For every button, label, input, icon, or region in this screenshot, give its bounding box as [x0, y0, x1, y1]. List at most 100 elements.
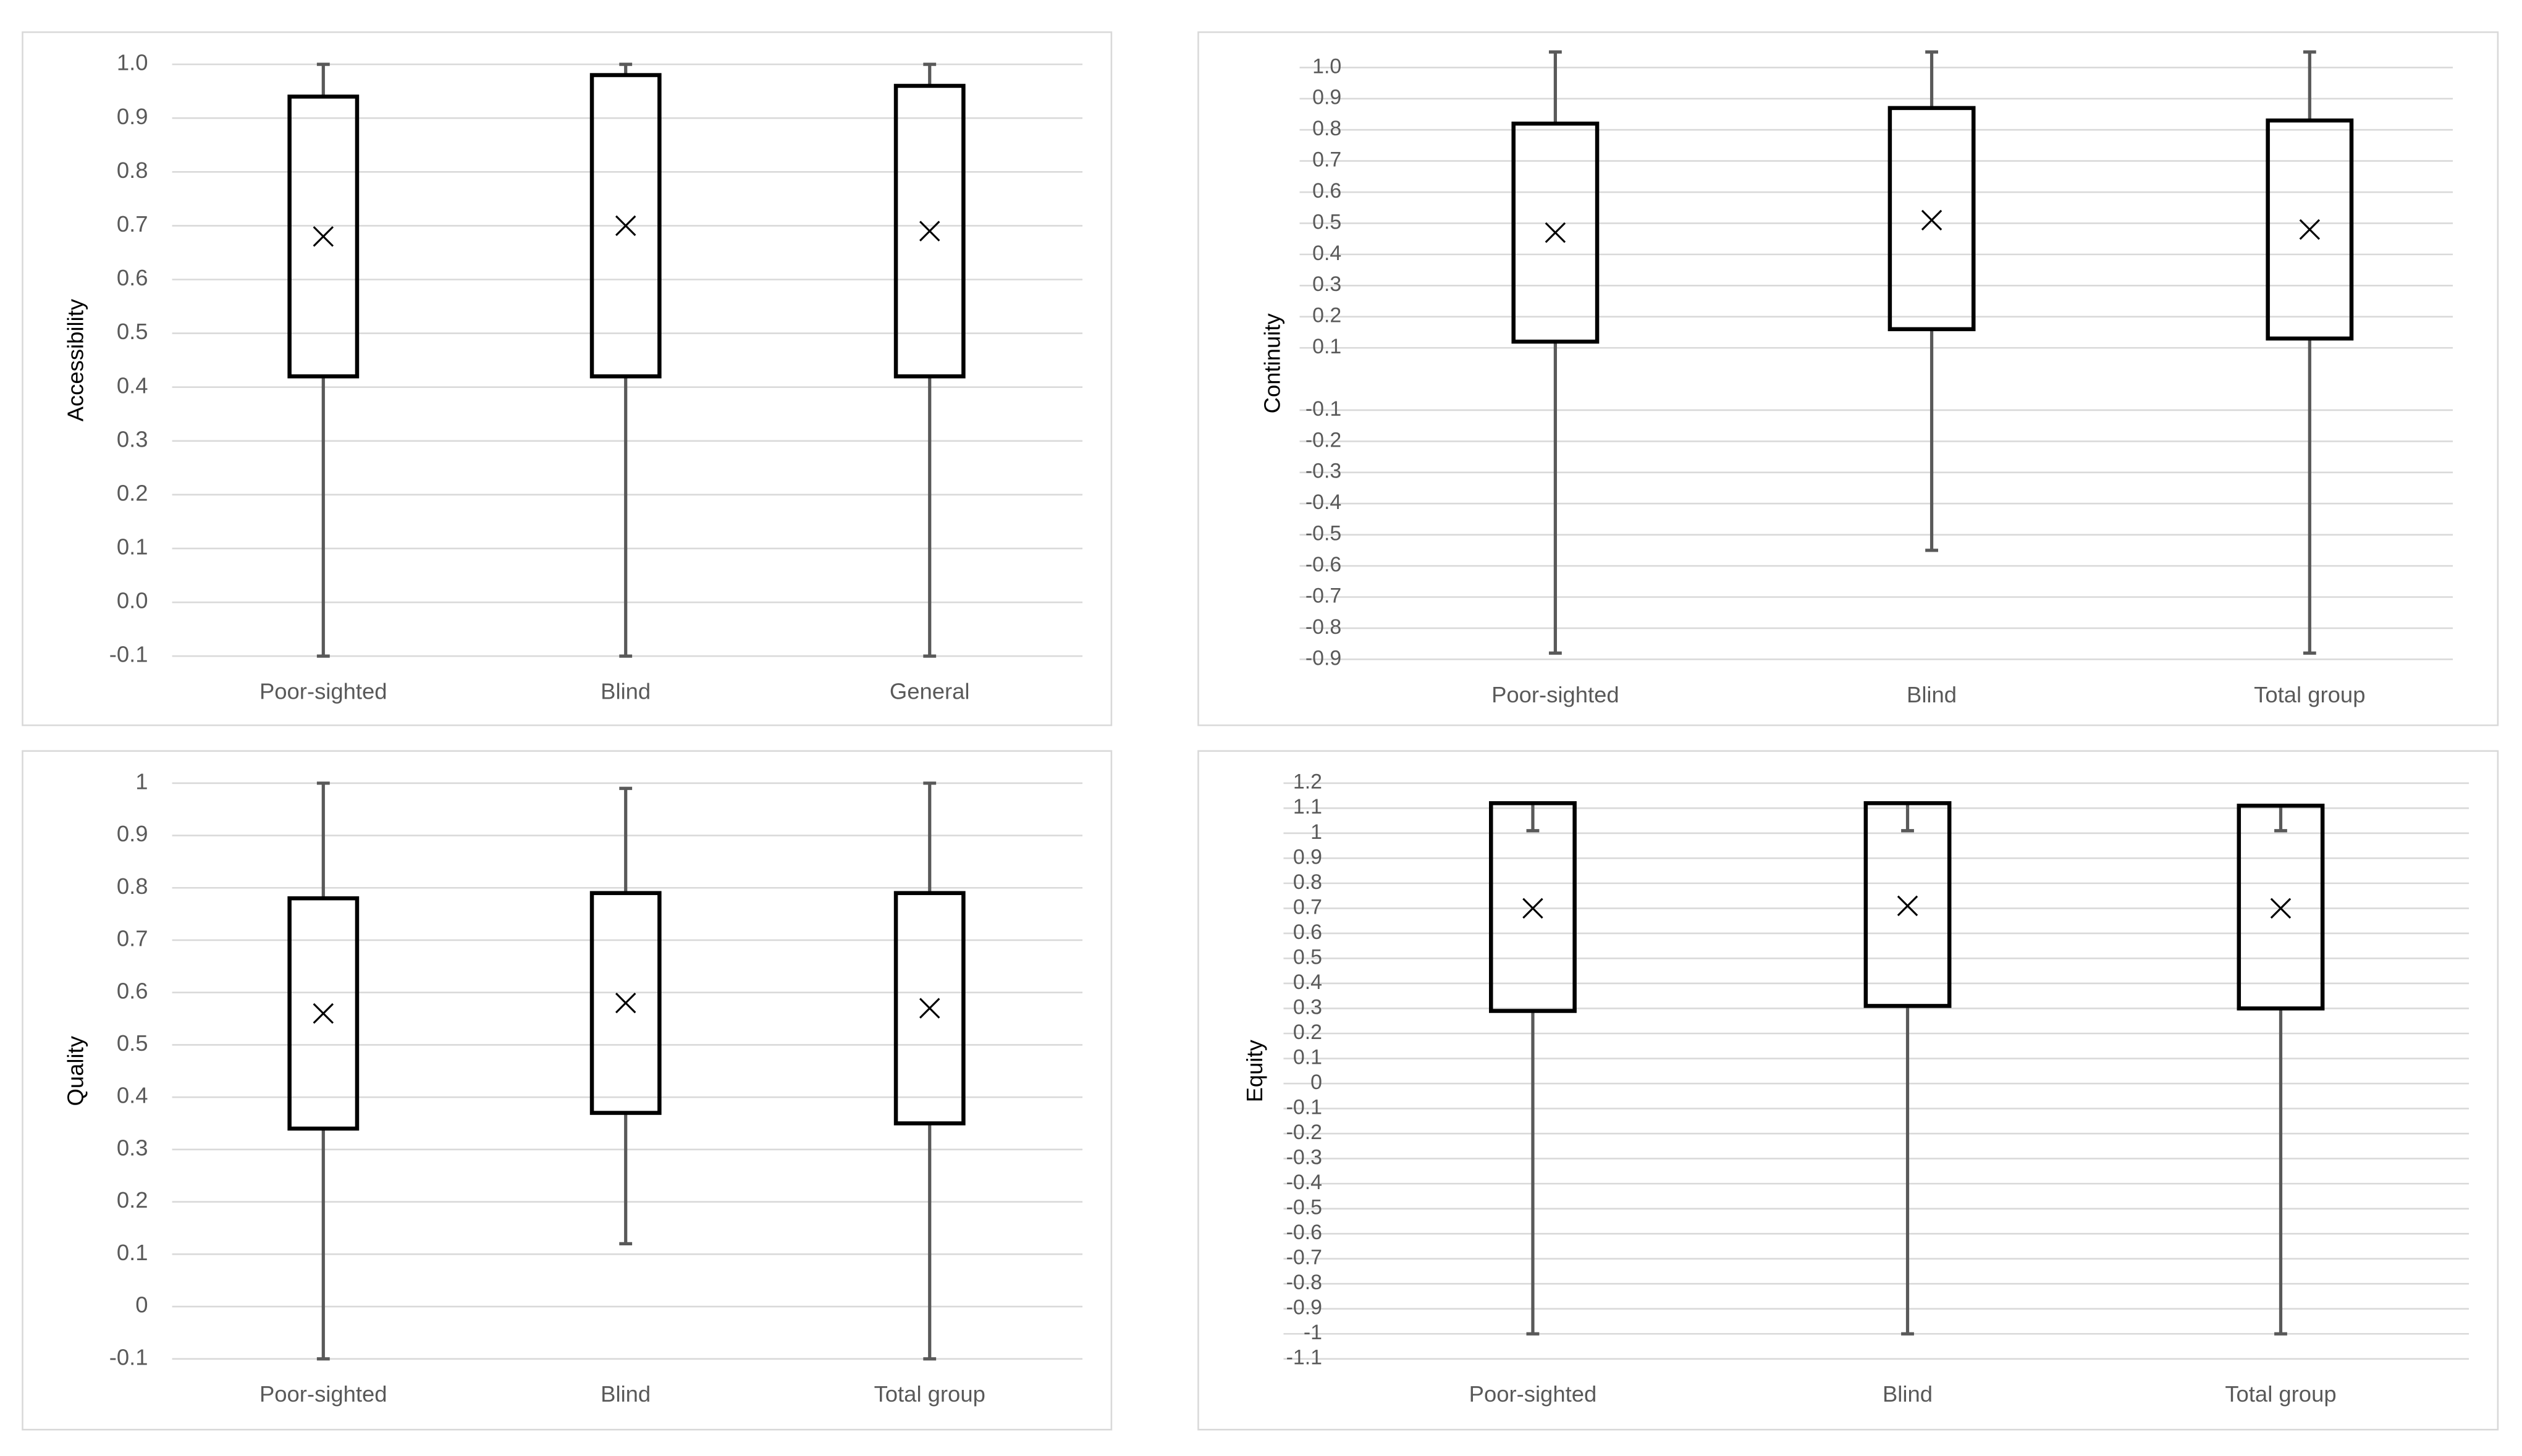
mean-marker: [615, 215, 636, 237]
y-tick-label: -0.6: [1286, 1221, 1322, 1244]
y-tick-label: 1.2: [1293, 770, 1322, 794]
y-axis-label: Quality: [63, 1035, 88, 1106]
y-tick-label: -0.9: [1286, 1296, 1322, 1319]
y-tick-label: -0.3: [1286, 1146, 1322, 1169]
y-tick-label: 0.4: [1312, 242, 1341, 265]
mean-marker: [313, 226, 334, 247]
y-tick-label: -0.4: [1286, 1171, 1322, 1194]
y-tick-label: 0.1: [1293, 1045, 1322, 1069]
y-tick-label: 0.9: [117, 104, 148, 129]
y-tick-label: 0.4: [117, 1083, 148, 1108]
panel: [1197, 31, 2499, 726]
y-tick-label: 0.3: [1293, 995, 1322, 1019]
y-tick-label: 0.1: [1312, 335, 1341, 358]
box: [893, 83, 966, 379]
x-tick-label: Blind: [1883, 1381, 1933, 1407]
y-tick-label: -0.5: [1286, 1196, 1322, 1219]
y-tick-label: 0.7: [117, 926, 148, 951]
y-tick-label: 0.5: [117, 319, 148, 344]
box: [287, 896, 360, 1131]
y-tick-label: -0.8: [1305, 615, 1341, 639]
y-tick-label: -0.4: [1305, 490, 1341, 514]
mean-marker: [615, 992, 636, 1014]
x-tick-label: Poor-sighted: [259, 1381, 387, 1407]
x-tick-label: Poor-sighted: [259, 679, 387, 704]
x-tick-label: Total group: [2225, 1381, 2336, 1407]
mean-marker: [2299, 219, 2321, 240]
y-tick-label: 0.8: [117, 158, 148, 183]
y-tick-label: 1.1: [1293, 795, 1322, 818]
y-tick-label: -0.9: [1305, 646, 1341, 670]
mean-marker: [919, 998, 940, 1019]
y-tick-label: 0.4: [1293, 970, 1322, 994]
x-tick-label: Blind: [1907, 682, 1957, 707]
y-tick-label: 0.9: [117, 821, 148, 846]
y-axis-label: Accessibility: [63, 298, 88, 421]
y-tick-label: -0.2: [1305, 428, 1341, 452]
y-tick-label: -0.1: [1305, 397, 1341, 421]
mean-marker: [1921, 209, 1942, 231]
mean-marker: [1545, 222, 1566, 243]
x-tick-label: Poor-sighted: [1491, 682, 1619, 707]
y-tick-label: -0.7: [1286, 1246, 1322, 1269]
y-tick-label: 0.3: [1312, 272, 1341, 296]
panel: [22, 750, 1113, 1431]
y-tick-label: -0.3: [1305, 460, 1341, 483]
box: [1489, 801, 1577, 1013]
y-tick-label: 0.3: [117, 426, 148, 452]
y-tick-label: 0.6: [117, 265, 148, 290]
x-tick-label: Poor-sighted: [1469, 1381, 1597, 1407]
x-tick-label: General: [890, 679, 970, 704]
box: [2266, 118, 2354, 341]
y-tick-label: 0.1: [117, 534, 148, 560]
panel: [22, 31, 1113, 726]
mean-marker: [1522, 898, 1543, 919]
y-tick-label: 0.8: [1312, 117, 1341, 140]
y-tick-label: 0.7: [1312, 148, 1341, 172]
panel: [1197, 750, 2499, 1431]
y-tick-label: 1.0: [117, 50, 148, 75]
y-tick-label: -0.6: [1305, 553, 1341, 576]
y-tick-label: 0.5: [1293, 945, 1322, 969]
x-tick-label: Total group: [874, 1381, 985, 1407]
y-tick-label: -0.7: [1305, 584, 1341, 607]
y-tick-label: 0.1: [117, 1240, 148, 1265]
box: [589, 73, 662, 379]
box: [1887, 106, 1976, 332]
mean-marker: [313, 1003, 334, 1024]
y-tick-label: -0.1: [1286, 1095, 1322, 1119]
box: [1863, 801, 1952, 1008]
y-axis-label: Equity: [1242, 1039, 1267, 1102]
y-tick-label: 0.5: [117, 1030, 148, 1056]
x-tick-label: Total group: [2254, 682, 2365, 707]
y-tick-label: 1: [1310, 820, 1322, 844]
y-tick-label: -0.1: [109, 642, 148, 667]
y-tick-label: 0.8: [117, 873, 148, 899]
y-tick-label: -0.8: [1286, 1271, 1322, 1294]
y-tick-label: 0.2: [117, 480, 148, 505]
y-tick-label: 0.6: [117, 978, 148, 1003]
y-tick-label: 1.0: [1312, 54, 1341, 78]
y-tick-label: -0.1: [109, 1344, 148, 1370]
box: [1511, 121, 1600, 344]
mean-marker: [2270, 898, 2292, 919]
y-tick-label: -0.2: [1286, 1121, 1322, 1144]
y-tick-label: 0.3: [117, 1135, 148, 1160]
y-tick-label: 0.6: [1293, 920, 1322, 944]
y-axis-label: Continuity: [1259, 313, 1284, 414]
mean-marker: [1897, 895, 1918, 917]
mean-marker: [919, 221, 940, 242]
y-tick-label: -1: [1304, 1321, 1322, 1344]
y-tick-label: 1: [135, 768, 148, 794]
y-tick-label: 0.0: [117, 588, 148, 613]
box: [589, 891, 662, 1115]
y-tick-label: 0.7: [1293, 895, 1322, 919]
box: [893, 891, 966, 1126]
y-tick-label: 0.2: [1293, 1020, 1322, 1044]
box: [2237, 804, 2325, 1011]
y-tick-label: 0.2: [117, 1187, 148, 1213]
y-tick-label: 0.2: [1312, 304, 1341, 327]
y-tick-label: 0.7: [117, 211, 148, 237]
